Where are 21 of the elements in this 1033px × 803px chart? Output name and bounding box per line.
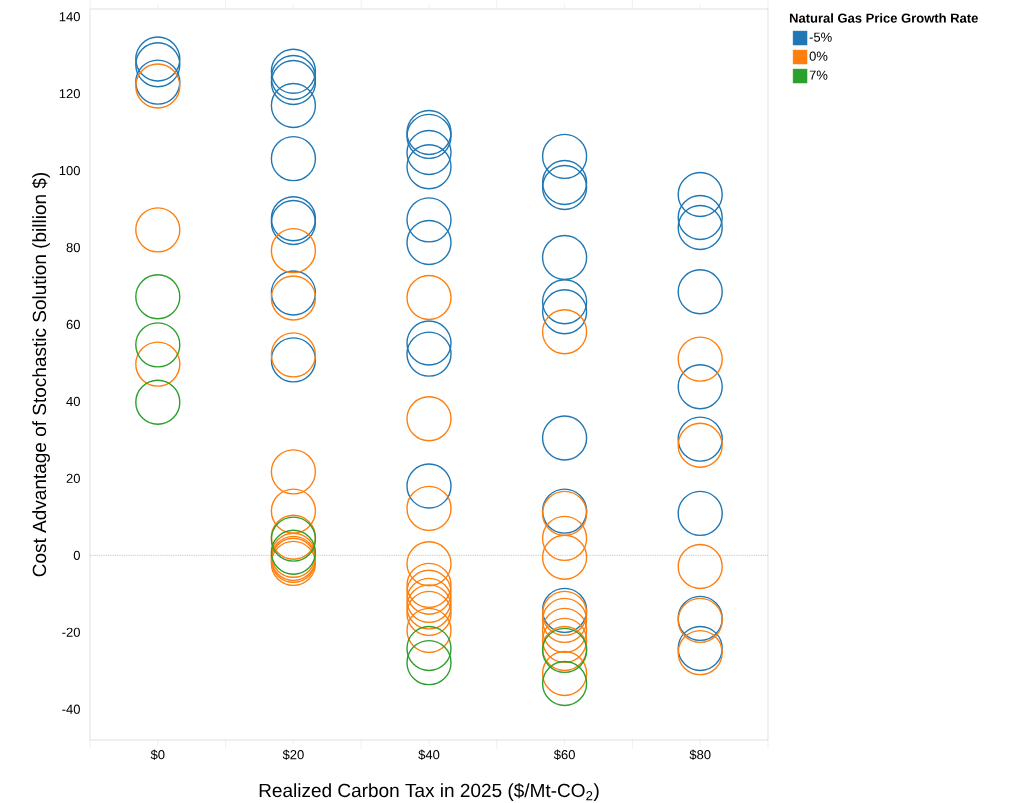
y-tick-label: 0 [73, 550, 80, 560]
legend-label: 0% [809, 51, 828, 61]
y-tick-label: 40 [66, 396, 80, 407]
x-tick-label: $40 [418, 749, 440, 761]
y-tick-label: -40 [62, 704, 80, 714]
y-tick-label: 120 [59, 89, 80, 99]
legend-label: 7% [809, 70, 828, 80]
y-tick-label: 140 [59, 12, 80, 22]
y-tick-label: 100 [59, 165, 80, 176]
y-tick-label: 60 [66, 319, 80, 330]
x-tick-label: $60 [553, 749, 575, 761]
legend-label: -5% [809, 32, 832, 42]
y-tick-label: -20 [62, 627, 80, 637]
y-tick-label: 80 [66, 242, 80, 253]
x-tick-label: $20 [282, 749, 304, 761]
x-tick-label: $80 [689, 749, 711, 761]
x-tick-label: $0 [150, 749, 165, 761]
y-tick-label: 20 [66, 473, 80, 483]
y-axis-title: Cost Advantage of Stochastic Solution (billion $) [31, 172, 50, 577]
legend-title: Natural Gas Price Growth Rate [789, 13, 978, 23]
x-axis-title: Realized Carbon Tax in 2025 ($/Mt-CO$_{2}$) [259, 782, 599, 801]
